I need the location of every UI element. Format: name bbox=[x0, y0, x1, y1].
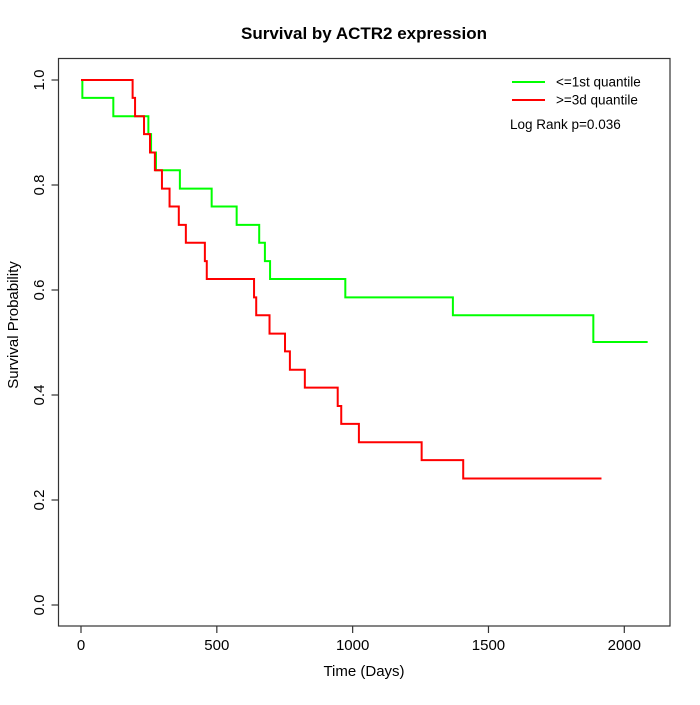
y-tick-label: 0.0 bbox=[31, 595, 48, 616]
plot-frame bbox=[57, 57, 671, 627]
x-tick-label: 1500 bbox=[472, 637, 505, 654]
y-axis-ticks: 0.0 0.2 0.4 0.6 0.8 1.0 bbox=[31, 70, 59, 616]
y-tick-label: 1.0 bbox=[31, 70, 48, 91]
x-tick-label: 1000 bbox=[336, 637, 369, 654]
x-tick-label: 2000 bbox=[608, 637, 641, 654]
log-rank-annotation: Log Rank p=0.036 bbox=[510, 117, 621, 132]
x-tick-label: 500 bbox=[204, 637, 229, 654]
y-tick-label: 0.4 bbox=[31, 385, 48, 406]
y-tick-label: 0.8 bbox=[31, 175, 48, 196]
chart-title: Survival by ACTR2 expression bbox=[241, 24, 487, 43]
legend-label-first-quantile: <=1st quantile bbox=[556, 75, 641, 90]
y-tick-label: 0.6 bbox=[31, 280, 48, 301]
legend-label-third-quantile: >=3d quantile bbox=[556, 93, 638, 108]
survival-curves bbox=[81, 79, 648, 480]
x-axis-title: Time (Days) bbox=[323, 663, 404, 680]
y-tick-label: 0.2 bbox=[31, 490, 48, 511]
y-axis-title: Survival Probability bbox=[5, 261, 22, 389]
legend: <=1st quantile >=3d quantile Log Rank p=… bbox=[510, 75, 641, 133]
x-axis-ticks: 0 500 1000 1500 2000 bbox=[77, 626, 641, 654]
survival-curve bbox=[81, 79, 602, 480]
x-tick-label: 0 bbox=[77, 637, 85, 654]
